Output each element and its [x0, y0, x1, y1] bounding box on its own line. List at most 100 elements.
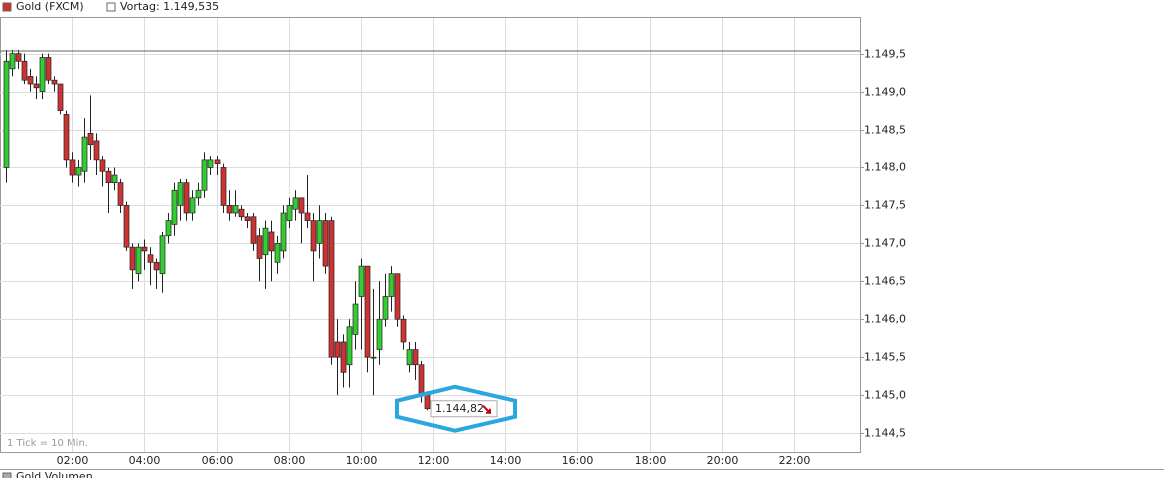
candle-body — [63, 114, 70, 161]
candle-body — [105, 170, 112, 183]
candle-body — [183, 182, 190, 214]
x-tick-label: 12:00 — [418, 454, 450, 467]
candle-body — [352, 303, 359, 335]
x-tick-label: 20:00 — [707, 454, 739, 467]
last-price-box — [430, 400, 498, 418]
legend-swatch — [2, 472, 12, 478]
candle-body — [39, 57, 46, 92]
chart-title: Gold (FXCM) — [16, 0, 84, 13]
candle-body — [310, 220, 317, 252]
candle-body — [250, 216, 257, 244]
y-tick-label: 1.144,5 — [864, 427, 906, 440]
candle-body — [93, 140, 100, 161]
candle-body — [45, 57, 52, 81]
x-tick-label: 16:00 — [562, 454, 594, 467]
previous-close-label: Vortag: 1.149,535 — [120, 0, 219, 13]
legend-swatch — [2, 2, 12, 12]
bottom-panel-title: Gold Volumen — [16, 470, 93, 478]
x-tick-label: 02:00 — [57, 454, 89, 467]
candle-body — [51, 79, 58, 85]
candle-body — [358, 265, 365, 297]
candle-body — [159, 235, 166, 275]
candle-body — [99, 159, 106, 172]
candle-body — [298, 197, 305, 214]
candle-body — [412, 349, 419, 366]
candle-body — [280, 212, 287, 252]
x-tick-label: 22:00 — [779, 454, 811, 467]
candle-body — [195, 189, 202, 199]
y-tick-label: 1.148,5 — [864, 124, 906, 137]
candle-body — [340, 341, 347, 373]
candle-body — [262, 227, 269, 256]
candle-body — [238, 208, 245, 218]
plot-frame — [0, 17, 861, 453]
candle-body — [316, 220, 323, 244]
candle-body — [165, 220, 172, 237]
tick-note: 1 Tick = 10 Min. — [7, 438, 88, 449]
legend-swatch — [106, 2, 116, 12]
y-tick-label: 1.149,5 — [864, 48, 906, 61]
candle-body — [33, 83, 40, 89]
candle-body — [376, 318, 383, 350]
candle-body — [400, 318, 407, 343]
candle-body — [135, 246, 142, 275]
candle-body — [207, 159, 214, 168]
y-tick-label: 1.145,5 — [864, 351, 906, 364]
candle-body — [123, 205, 130, 248]
y-tick-label: 1.147,5 — [864, 199, 906, 212]
candle-body — [388, 273, 395, 297]
candle-body — [334, 341, 341, 358]
candle-body — [153, 261, 160, 271]
y-tick-label: 1.149,0 — [864, 86, 906, 99]
candle-body — [418, 364, 425, 396]
candle-body — [256, 235, 263, 259]
candle-body — [328, 220, 335, 358]
candle-body — [201, 159, 208, 191]
candle-body — [3, 60, 10, 168]
y-tick-label: 1.147,0 — [864, 237, 906, 250]
candle-body — [322, 220, 329, 267]
candle-body — [346, 326, 353, 366]
candle-body — [406, 349, 413, 366]
candle-body — [9, 53, 16, 70]
candle-body — [226, 205, 233, 214]
candle-body — [274, 242, 281, 263]
x-tick-label: 04:00 — [129, 454, 161, 467]
candle-body — [27, 76, 34, 85]
x-tick-label: 10:00 — [346, 454, 378, 467]
candle-body — [189, 197, 196, 214]
candle-body — [57, 83, 64, 111]
candle-body — [69, 159, 76, 176]
candle-body — [286, 205, 293, 221]
y-tick-label: 1.148,0 — [864, 161, 906, 174]
x-tick-label: 06:00 — [202, 454, 234, 467]
candle-body — [382, 296, 389, 320]
candle-body — [292, 197, 299, 210]
y-tick-label: 1.145,0 — [864, 389, 906, 402]
candle-body — [87, 132, 94, 146]
candle-body — [129, 246, 136, 271]
candle-body — [117, 182, 124, 206]
candle-body — [232, 205, 239, 214]
candle-body — [370, 356, 377, 359]
x-tick-label: 14:00 — [490, 454, 522, 467]
candle-body — [141, 246, 148, 252]
candle-body — [81, 136, 88, 172]
candle-body — [171, 189, 178, 225]
candle-body — [75, 167, 82, 176]
x-tick-label: 18:00 — [635, 454, 667, 467]
trend-arrow — [482, 405, 491, 414]
candle-body — [424, 394, 431, 410]
candle-body — [304, 212, 311, 221]
y-tick-label: 1.146,5 — [864, 275, 906, 288]
candle-body — [21, 60, 28, 81]
candle-body — [268, 231, 275, 252]
highlight-outline — [394, 384, 517, 433]
candle-body — [111, 174, 118, 183]
candle-body — [15, 53, 22, 62]
candle-body — [220, 167, 227, 206]
candle-body — [244, 216, 251, 221]
candle-body — [147, 254, 154, 263]
last-price-label: 1.144,82 — [435, 402, 484, 415]
